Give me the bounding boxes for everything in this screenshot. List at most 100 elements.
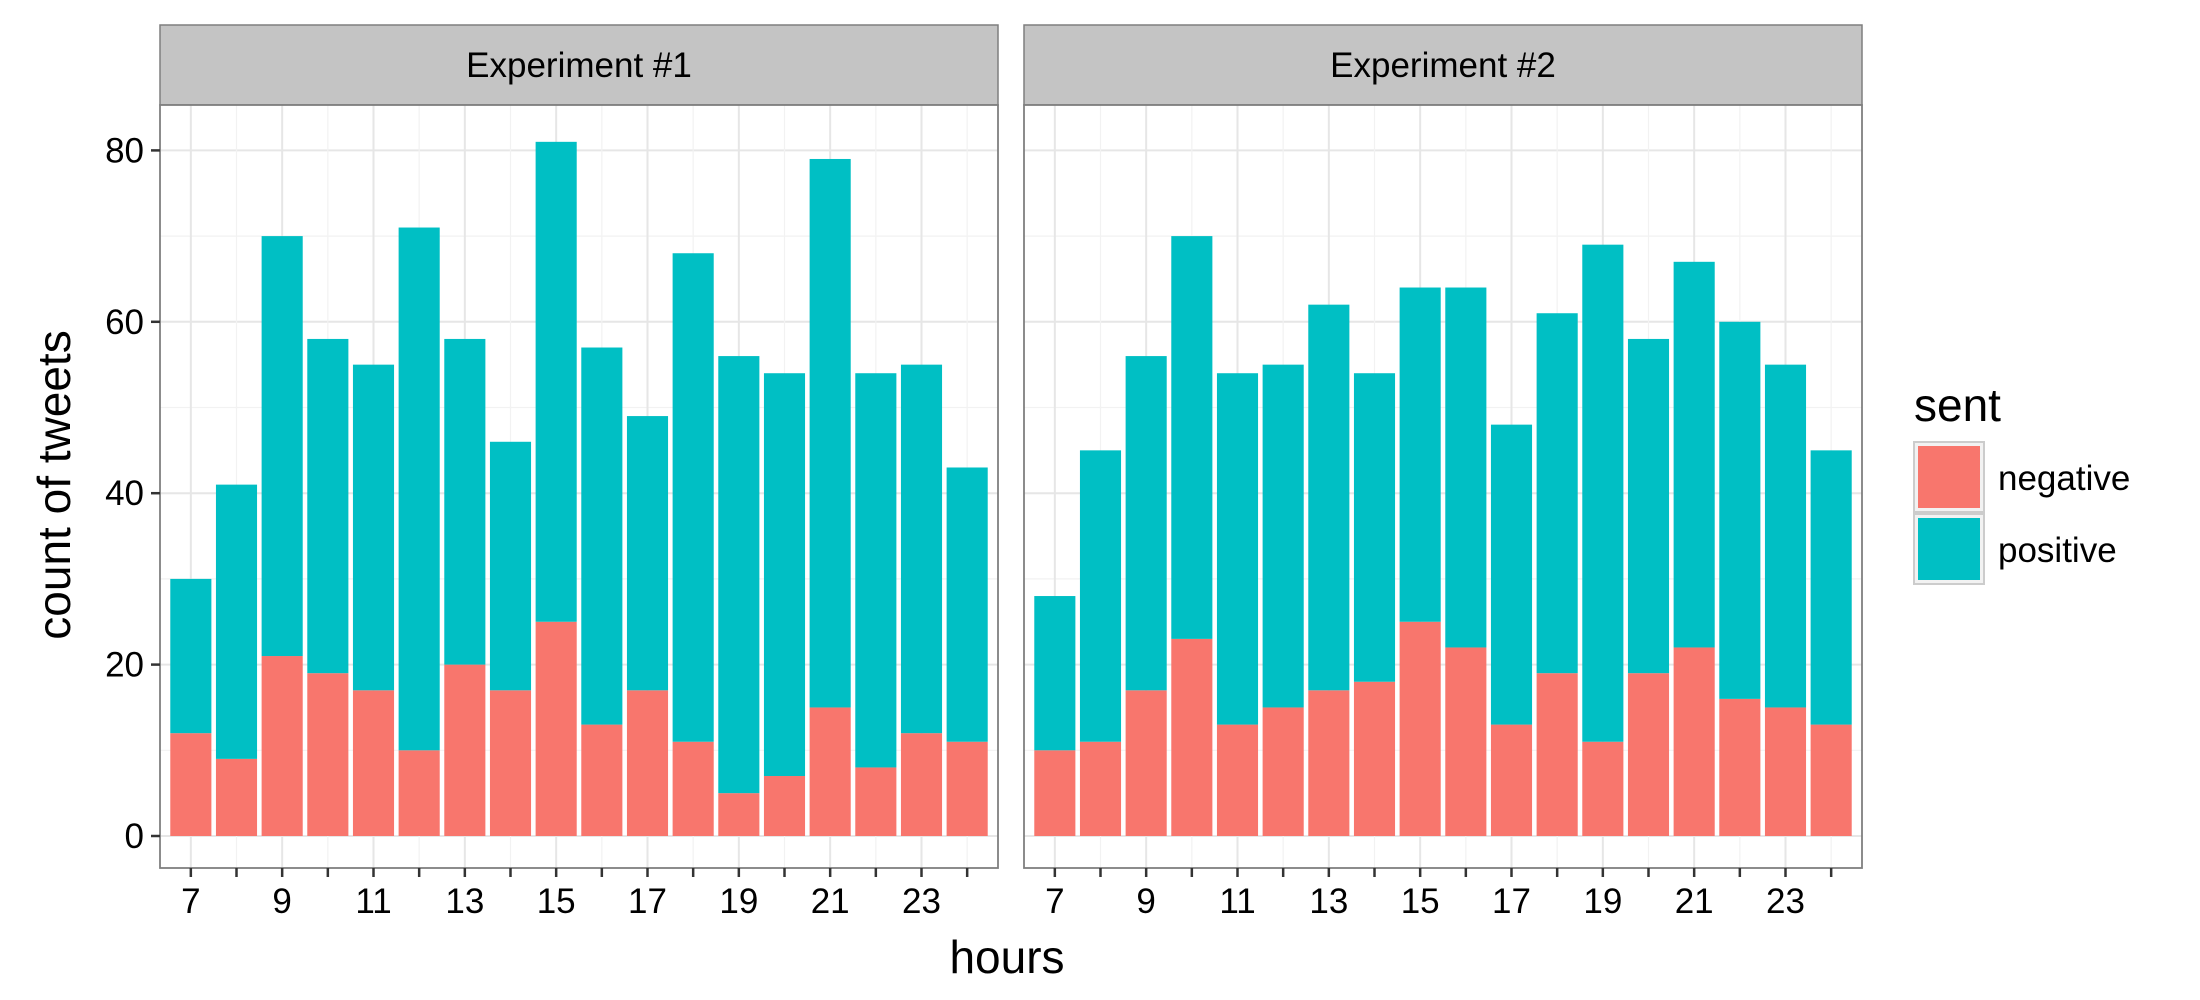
bar-negative	[1125, 690, 1167, 836]
bar-positive	[1308, 304, 1350, 691]
bar-positive	[1353, 373, 1396, 682]
bar-negative	[1764, 707, 1807, 836]
bar-negative	[352, 690, 395, 836]
bar-negative	[672, 741, 714, 836]
bar-positive	[900, 364, 943, 734]
bar-negative	[1353, 681, 1396, 836]
x-tick-label: 17	[1492, 882, 1531, 921]
x-tick-label: 23	[902, 882, 941, 921]
bar-positive	[444, 338, 486, 665]
bar-positive	[855, 373, 897, 768]
bar-positive	[1034, 596, 1076, 751]
bar-positive	[307, 338, 349, 674]
legend-title: sent	[1914, 379, 2001, 431]
bar-positive	[535, 141, 577, 622]
panels-layer: Experiment #17 9 11 13 15 17 19 21 23Experiment …	[105, 24, 1863, 921]
bar-negative	[170, 733, 212, 836]
bar-negative	[1399, 621, 1441, 836]
x-tick-label: 15	[537, 882, 576, 921]
bar-positive	[1490, 424, 1533, 725]
bar-negative	[1308, 690, 1350, 836]
facet-title: Experiment #2	[1330, 46, 1556, 85]
bar-positive	[170, 578, 212, 734]
facet-panel: Experiment #1 7 9 11 13 15 17 19 21 23	[159, 24, 999, 921]
bar-negative	[444, 664, 486, 836]
bar-negative	[1216, 724, 1259, 836]
x-tick-label: 7	[1045, 882, 1064, 921]
bar-positive	[763, 373, 806, 777]
legend: sent negative positive	[1913, 379, 2130, 585]
facet-strip	[159, 24, 999, 106]
panel-border	[159, 104, 999, 869]
bar-positive	[1079, 450, 1122, 742]
bar-positive	[1810, 450, 1852, 725]
bar-positive	[581, 347, 623, 725]
panel-border	[1023, 104, 1863, 869]
x-tick-label: 7	[181, 882, 200, 921]
bar-positive	[1673, 261, 1715, 648]
bar-negative	[763, 776, 806, 836]
bar-negative	[398, 750, 440, 836]
bar-negative	[581, 724, 623, 836]
x-tick-label: 21	[1675, 882, 1714, 921]
bar-positive	[1262, 364, 1304, 708]
bar-positive	[261, 236, 303, 657]
legend-swatch-positive	[1918, 518, 1980, 580]
x-tick-label: 9	[272, 882, 291, 921]
bar-positive	[1216, 373, 1259, 725]
bar-negative	[307, 673, 349, 836]
bar-negative	[1490, 724, 1533, 836]
bar-negative	[1034, 750, 1076, 836]
legend-label-negative: negative	[1998, 459, 2130, 498]
bar-negative	[809, 707, 851, 836]
bar-positive	[1719, 321, 1761, 699]
bar-negative	[1673, 647, 1715, 836]
x-tick-label: 23	[1766, 882, 1805, 921]
y-tick-label: 80	[105, 131, 144, 170]
bar-negative	[1262, 707, 1304, 836]
legend-swatch-negative	[1918, 446, 1980, 508]
x-tick-label: 19	[719, 882, 758, 921]
bar-positive	[1125, 356, 1167, 691]
y-tick-label: 20	[105, 646, 144, 685]
x-tick-label: 9	[1136, 882, 1155, 921]
bar-negative	[855, 767, 897, 836]
bar-negative	[1627, 673, 1670, 836]
bar-negative	[535, 621, 577, 836]
bar-negative	[626, 690, 669, 836]
facet-panel: Experiment #2 7 9 11 13 15 17 19 21 23	[1023, 24, 1863, 921]
bar-negative	[1445, 647, 1487, 836]
x-tick-label: 15	[1401, 882, 1440, 921]
bar-positive	[215, 484, 258, 759]
bar-negative	[1171, 638, 1213, 836]
bar-positive	[672, 253, 714, 742]
x-tick-label: 11	[1219, 882, 1255, 921]
bar-positive	[489, 441, 532, 691]
x-tick-label: 13	[1309, 882, 1348, 921]
bar-negative	[489, 690, 532, 836]
bar-positive	[1171, 236, 1213, 639]
bar-positive	[1627, 338, 1670, 674]
bar-negative	[1719, 698, 1761, 836]
bar-positive	[352, 364, 395, 691]
bar-positive	[946, 467, 988, 742]
bar-negative	[215, 758, 258, 836]
bar-positive	[398, 227, 440, 751]
bar-positive	[1536, 313, 1578, 674]
bar-positive	[809, 158, 851, 708]
x-tick-label: 21	[811, 882, 850, 921]
bar-negative	[1079, 741, 1122, 836]
bar-positive	[718, 356, 760, 794]
y-tick-label: 40	[105, 474, 144, 513]
bar-positive	[1582, 244, 1624, 742]
x-tick-label: 19	[1583, 882, 1622, 921]
bar-negative	[1810, 724, 1852, 836]
bar-positive	[1764, 364, 1807, 708]
bar-negative	[261, 656, 303, 836]
facet-title: Experiment #1	[466, 46, 692, 85]
bar-positive	[626, 416, 669, 691]
bar-negative	[946, 741, 988, 836]
bar-negative	[900, 733, 943, 836]
legend-label-positive: positive	[1998, 531, 2117, 570]
y-tick-label: 0	[125, 817, 144, 856]
